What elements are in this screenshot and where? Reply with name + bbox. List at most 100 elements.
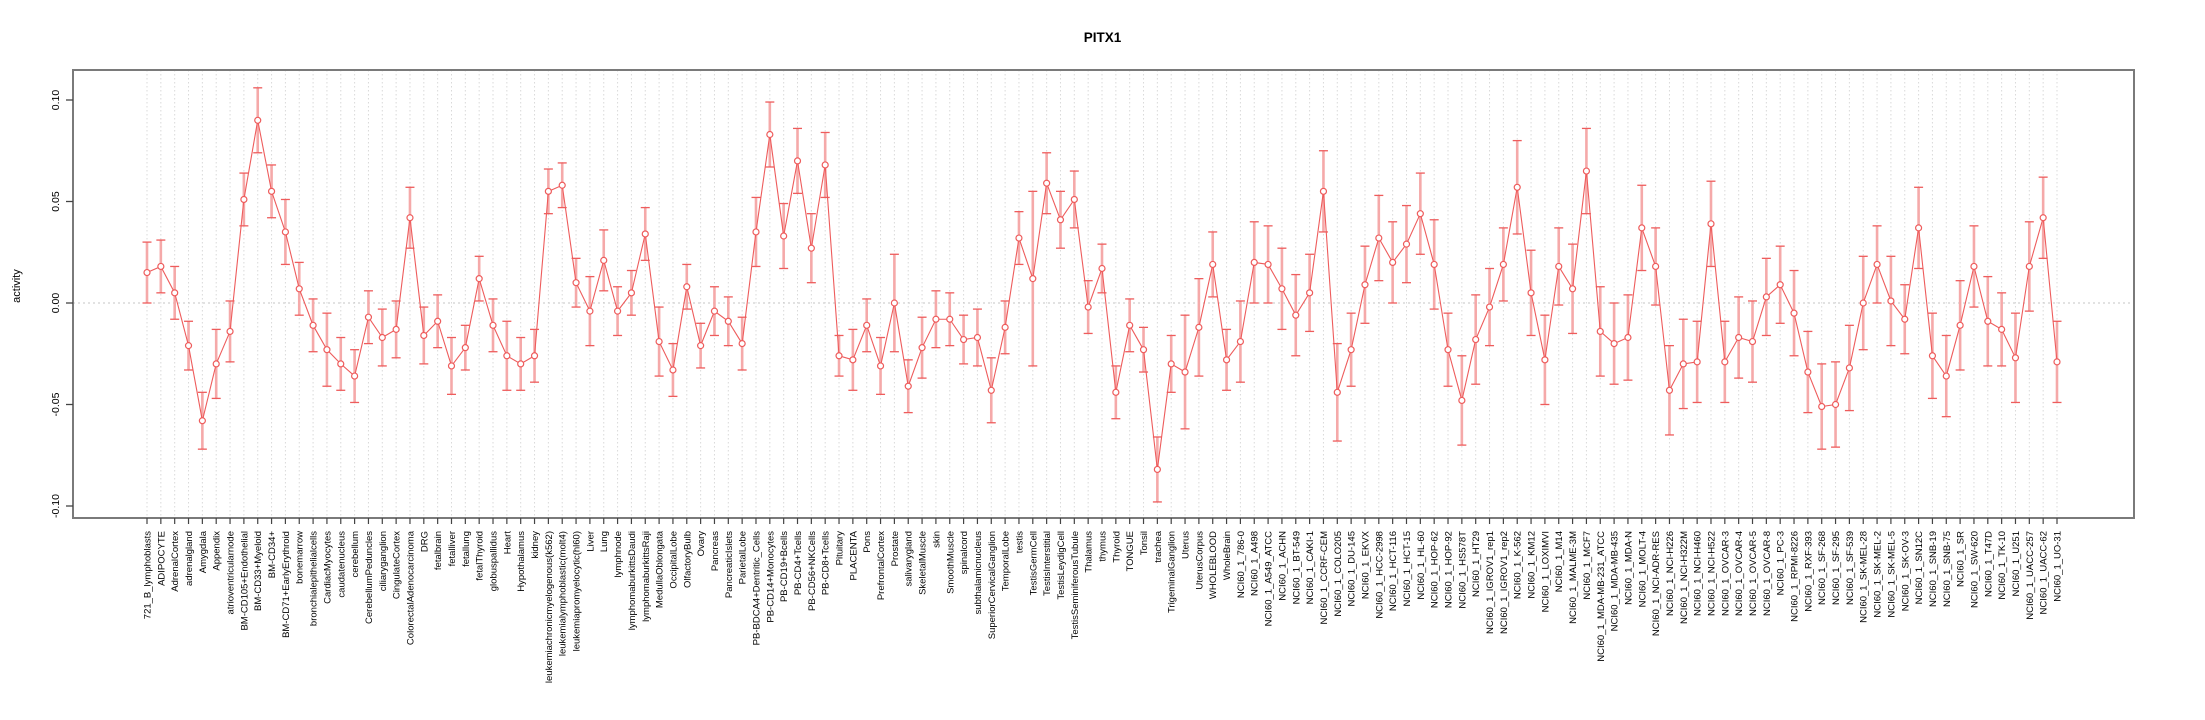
data-point xyxy=(1195,323,1203,331)
x-tick-label: NCI60_1_TK-10 xyxy=(1997,531,2008,600)
data-point xyxy=(1361,281,1369,289)
x-tick-label: SkeletalMuscle xyxy=(918,531,929,595)
x-tick-label: adrenalgland xyxy=(184,531,195,586)
data-point xyxy=(212,360,220,368)
x-tick-label: NCI60_1_BT-549 xyxy=(1291,531,1302,604)
x-tick-label: NCI60_1_DU-145 xyxy=(1347,531,1358,607)
x-tick-label: subthalamicnucleus xyxy=(973,531,984,615)
x-tick-label: NCI60_1_HL-60 xyxy=(1416,531,1427,600)
x-tick-label: CingulateCortex xyxy=(392,531,403,599)
data-point xyxy=(1222,356,1231,364)
x-tick-label: Appendix xyxy=(212,531,223,571)
x-tick-label: lymphomaburkittsRaji xyxy=(641,531,652,622)
data-point xyxy=(1859,299,1867,307)
x-tick-label: thymus xyxy=(1098,531,1109,562)
x-tick-label: NCI60_1_CAKI-1 xyxy=(1305,531,1316,604)
data-point xyxy=(572,279,580,287)
data-point xyxy=(254,116,262,124)
data-point xyxy=(378,333,386,342)
data-point xyxy=(1209,260,1217,269)
x-tick-label: TONGUE xyxy=(1125,531,1136,571)
data-point xyxy=(932,315,940,323)
x-tick-label: NCI60_1_SR xyxy=(1956,531,1967,587)
data-point xyxy=(267,187,276,195)
data-point xyxy=(876,362,885,370)
x-tick-label: kidney xyxy=(530,531,541,559)
data-point xyxy=(1389,258,1397,266)
x-tick-label: fetalliver xyxy=(447,531,458,566)
data-point xyxy=(1458,396,1466,405)
x-tick-label: NCI60_1_MDA-N xyxy=(1623,531,1634,605)
x-tick-label: skin xyxy=(931,531,942,548)
x-tick-label: Liver xyxy=(585,531,596,552)
x-tick-label: PB-CD19+Bcells xyxy=(779,531,790,602)
x-tick-label: fetalbrain xyxy=(433,531,444,570)
x-tick-label: fetalThyroid xyxy=(475,531,486,581)
data-point xyxy=(1319,187,1328,195)
data-point xyxy=(1721,358,1729,366)
x-tick-label: NCI60_1_KM12 xyxy=(1527,531,1538,599)
x-tick-label: PB-CD4+Tcells xyxy=(793,531,804,595)
data-point xyxy=(1485,303,1494,311)
data-point xyxy=(2053,358,2061,366)
data-point xyxy=(793,157,802,165)
x-tick-label: NCI60_1_SN12C xyxy=(1914,531,1925,605)
x-tick-label: leukemiapromyelocytic(hl60) xyxy=(572,531,583,651)
x-tick-label: NCI60_1_OVCAR-8 xyxy=(1762,531,1773,616)
data-point xyxy=(184,342,193,350)
x-tick-label: lymphnode xyxy=(613,531,624,577)
data-point xyxy=(1513,183,1521,191)
data-point xyxy=(752,228,760,236)
data-point xyxy=(1624,333,1632,342)
data-point xyxy=(1402,240,1411,248)
x-tick-label: NCI60_1_RPMI-8226 xyxy=(1790,531,1801,622)
x-tick-label: PB-BDCA4+Dentritic_Cells xyxy=(751,531,762,646)
data-point xyxy=(710,307,719,315)
x-tick-label: TrigeminalGanglion xyxy=(1167,531,1178,613)
x-tick-label: Pancreas xyxy=(710,531,721,571)
x-tick-label: cerebellum xyxy=(350,531,361,578)
y-tick-label: -0.10 xyxy=(50,494,62,518)
data-point xyxy=(1735,333,1743,342)
x-tick-label: NCI60_1_PC-3 xyxy=(1776,531,1787,595)
x-tick-label: NCI60_1_MOLT-4 xyxy=(1637,531,1648,607)
x-tick-label: MedullaOblongata xyxy=(655,530,666,608)
x-tick-label: NCI60_1_HOP-92 xyxy=(1444,531,1455,608)
data-point xyxy=(281,228,290,236)
data-point xyxy=(1568,285,1577,293)
x-tick-label: NCI60_1_EKVX xyxy=(1360,530,1371,599)
x-tick-label: WHOLEBLOOD xyxy=(1208,531,1219,599)
data-point xyxy=(295,285,303,293)
data-point xyxy=(1582,167,1591,175)
x-tick-label: NCI60_1_NCI-H322M xyxy=(1679,531,1690,624)
x-tick-label: NCI60_1_NCI-H522 xyxy=(1706,531,1717,616)
x-tick-label: TestisInterstitial xyxy=(1042,531,1053,596)
data-point xyxy=(1652,262,1660,271)
x-tick-label: NCI60_1_UO-31 xyxy=(2053,531,2064,602)
data-point xyxy=(503,352,511,360)
x-tick-label: AdrenalCortex xyxy=(170,531,181,592)
data-point xyxy=(1693,358,1701,366)
x-tick-label: ColorectalAdenocarcinoma xyxy=(405,530,416,645)
x-tick-label: NCI60_1_OVCAR-5 xyxy=(1748,531,1759,616)
data-point xyxy=(1928,352,1937,360)
x-tick-label: NCI60_1_A498 xyxy=(1250,531,1261,596)
x-tick-label: PancreaticIslets xyxy=(724,531,735,598)
x-tick-label: NCI60_1_SF-268 xyxy=(1817,531,1828,605)
x-tick-label: NCI60_1_SK-MEL-5 xyxy=(1886,531,1897,618)
x-tick-label: NCI60_1_U251 xyxy=(2011,531,2022,597)
x-tick-label: BM-CD105+Endothelial xyxy=(239,531,250,631)
x-tick-label: NCI60_1_NCI-ADR-RES xyxy=(1651,531,1662,636)
x-tick-label: NCI60_1_HCC-2998 xyxy=(1374,531,1385,619)
data-point xyxy=(558,181,566,189)
data-point xyxy=(683,283,691,291)
data-point xyxy=(447,362,456,370)
x-tick-label: bronchialepithelialcells xyxy=(309,531,320,626)
data-point xyxy=(724,317,732,325)
data-point xyxy=(517,360,525,368)
y-tick-label: 0.05 xyxy=(50,191,62,212)
x-tick-label: ciliaryganglion xyxy=(378,531,389,591)
data-point xyxy=(406,214,414,222)
x-tick-label: NCI60_1_HCT-15 xyxy=(1402,531,1413,607)
